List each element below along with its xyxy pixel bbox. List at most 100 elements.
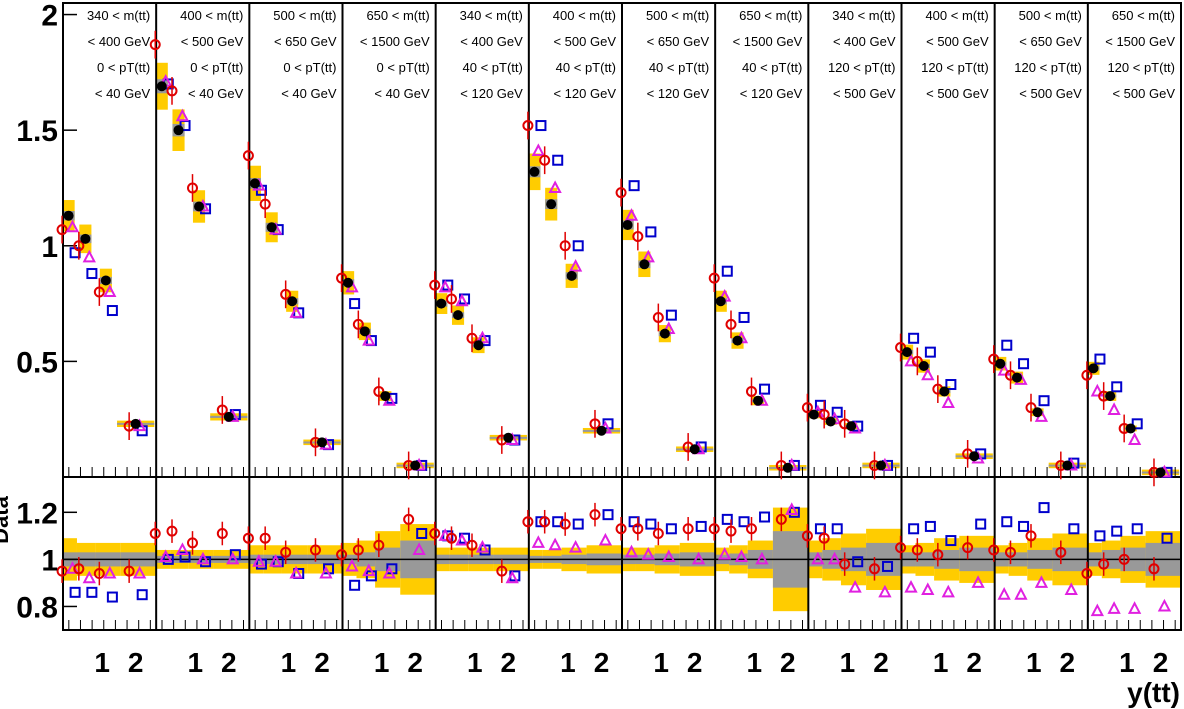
x-tick-label: 1 [840, 647, 856, 678]
ratio-triangle-marker [1034, 575, 1049, 588]
data-point [359, 326, 370, 337]
data-point [473, 340, 484, 351]
triangle-marker [65, 219, 80, 233]
ratio-triangle-marker [196, 551, 210, 565]
triangle-marker [289, 305, 303, 318]
x-tick-label: 1 [933, 647, 949, 678]
ratio-triangle-marker [878, 584, 892, 598]
ratio-triangle-marker [734, 549, 749, 563]
x-tick-label: 2 [966, 647, 982, 678]
data-point [266, 222, 277, 233]
data-point [1125, 423, 1136, 434]
bin-label: 40 < pT(tt) [556, 60, 616, 75]
ratio-square-marker [1038, 502, 1050, 514]
ratio-square-marker [106, 591, 118, 603]
data-point [1062, 460, 1073, 471]
x-tick-label: 2 [780, 647, 796, 678]
x-tick-label: 1 [281, 647, 297, 678]
square-marker [535, 120, 547, 132]
triangle-marker [1090, 383, 1104, 397]
ratio-triangle-marker [252, 554, 266, 567]
data-point [100, 275, 111, 286]
data-point [689, 444, 700, 455]
square-marker [552, 154, 564, 166]
ratio-triangle-marker [662, 549, 676, 563]
ratio-triangle-marker [505, 570, 519, 584]
square-marker [924, 346, 936, 358]
data-point [659, 328, 670, 339]
triangle-marker [175, 108, 190, 122]
data-point [503, 432, 514, 443]
bin-label: < 40 GeV [188, 86, 244, 101]
bin-label: < 1500 GeV [733, 34, 803, 49]
data-point [249, 178, 260, 189]
triangle-marker [921, 367, 935, 381]
ratio-square-marker [945, 535, 957, 547]
ratio-triangle-marker [568, 539, 583, 553]
data-point [902, 347, 913, 358]
square-marker [628, 180, 640, 192]
ratio-square-marker [416, 527, 428, 539]
data-point [380, 391, 391, 402]
ratio-triangle-marker [827, 551, 842, 565]
data-point [808, 409, 819, 420]
square-marker [1111, 381, 1123, 393]
ratio-square-marker [179, 551, 191, 563]
ratio-square-marker [695, 520, 707, 532]
triangle-marker [624, 208, 639, 221]
data-point [410, 460, 421, 471]
ratio-triangle-marker [475, 539, 490, 553]
x-tick-label: 2 [501, 647, 517, 678]
x-tick-label: 1 [1119, 647, 1135, 678]
bin-label: 0 < pT(tt) [190, 60, 243, 75]
bin-label: < 500 GeV [553, 34, 616, 49]
data-point [715, 296, 726, 307]
ratio-square-marker [1068, 523, 1080, 535]
ratio-triangle-marker [1014, 587, 1028, 600]
ratio-triangle-marker [904, 579, 918, 593]
data-point [1155, 467, 1166, 478]
square-marker [738, 311, 750, 323]
bin-label: < 40 GeV [374, 86, 430, 101]
data-point [1012, 372, 1023, 383]
bin-label: 40 < pT(tt) [463, 60, 523, 75]
ratio-triangle-marker [548, 537, 562, 551]
square-marker [349, 298, 361, 310]
triangle-marker [568, 258, 583, 272]
bin-label: < 400 GeV [833, 34, 896, 49]
data-point [846, 421, 857, 432]
square-marker [1094, 353, 1106, 365]
triangle-marker [531, 143, 545, 156]
ratio-triangle-marker [289, 565, 303, 579]
x-tick-label: 1 [653, 647, 669, 678]
bin-label: 500 < m(tt) [1019, 8, 1082, 23]
ratio-y-axis-label: Data [0, 495, 13, 543]
ratio-square-marker [665, 523, 677, 535]
bin-label: < 120 GeV [740, 86, 803, 101]
bin-label: 0 < pT(tt) [283, 60, 336, 75]
ratio-square-marker [1094, 530, 1106, 542]
square-marker [106, 305, 118, 317]
x-tick-label: 1 [747, 647, 763, 678]
x-axis-label: y(tt) [1127, 677, 1180, 708]
data-point [173, 125, 184, 136]
ratio-frame [62, 476, 1182, 631]
square-marker [86, 268, 98, 280]
data-point [63, 210, 74, 221]
ratio-square-marker [814, 523, 826, 535]
bin-label: 0 < pT(tt) [377, 60, 430, 75]
data-point [343, 277, 354, 288]
ratio-square-marker [908, 523, 920, 535]
data-point [969, 451, 980, 462]
x-tick-label: 1 [94, 647, 110, 678]
square-marker [1018, 358, 1030, 370]
x-tick-label: 1 [467, 647, 483, 678]
data-point [130, 418, 141, 429]
data-point [546, 199, 557, 210]
ratio-square-marker [535, 516, 547, 528]
bin-label: 340 < m(tt) [460, 8, 523, 23]
x-tick-label: 1 [1026, 647, 1042, 678]
ratio-triangle-marker [848, 579, 862, 593]
square-marker [721, 265, 733, 277]
